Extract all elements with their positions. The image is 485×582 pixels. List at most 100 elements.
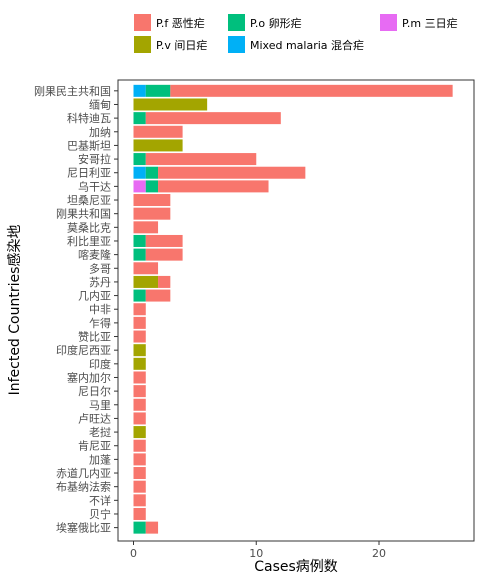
bars — [133, 84, 453, 534]
bar-segment — [145, 521, 159, 534]
bar-segment — [133, 467, 146, 480]
bar-segment — [133, 426, 146, 439]
bar-segment — [133, 507, 146, 520]
y-tick-label: 刚果民主共和国 — [34, 85, 111, 98]
y-tick-label: 缅甸 — [89, 97, 111, 111]
bar-segment — [133, 453, 146, 466]
bar-segment — [158, 166, 306, 179]
bar-segment — [133, 398, 146, 411]
bar-segment — [133, 98, 208, 111]
bar-segment — [133, 385, 146, 398]
bar-segment — [133, 84, 146, 97]
x-tick-label: 20 — [372, 547, 386, 560]
bar-segment — [145, 180, 159, 193]
y-axis: 刚果民主共和国缅甸科特迪瓦加纳巴基斯坦安哥拉尼日利亚乌干达坦桑尼亚刚果共和国莫桑… — [34, 85, 118, 535]
y-tick-label: 几内亚 — [78, 289, 111, 303]
bar-segment — [133, 194, 171, 207]
legend-label: Mixed malaria 混合疟 — [250, 38, 364, 52]
y-tick-label: 安哥拉 — [78, 152, 111, 166]
bar-segment — [158, 180, 269, 193]
x-tick-label: 10 — [249, 547, 263, 560]
legend-swatch — [228, 14, 245, 31]
y-axis-title: Infected Countries感染地 — [6, 225, 23, 396]
x-tick-label: 0 — [130, 547, 137, 560]
y-tick-label: 苏丹 — [89, 276, 111, 289]
y-tick-label: 赞比亚 — [78, 331, 111, 344]
legend-label: P.v 间日疟 — [156, 38, 207, 52]
bar-segment — [133, 480, 146, 493]
bar-segment — [133, 521, 146, 534]
legend: P.f 恶性疟 P.v 间日疟 P.o 卵形疟 Mixed malaria 混合疟 P.… — [134, 14, 458, 53]
y-tick-label: 布基纳法索 — [56, 480, 111, 494]
bar-segment — [133, 207, 171, 220]
y-tick-label: 多哥 — [89, 261, 111, 275]
bar-segment — [133, 344, 146, 357]
y-tick-label: 科特迪瓦 — [67, 111, 111, 125]
bar-segment — [133, 316, 146, 329]
bar-segment — [145, 289, 171, 302]
legend-swatch — [228, 36, 245, 53]
legend-label: P.o 卵形疟 — [250, 16, 302, 30]
bar-segment — [133, 153, 146, 166]
y-tick-label: 塞内加尔 — [67, 370, 111, 384]
bar-segment — [170, 84, 453, 97]
y-tick-label: 肯尼亚 — [78, 440, 111, 453]
bar-segment — [145, 248, 183, 261]
legend-swatch — [134, 14, 151, 31]
y-tick-label: 赤道几内亚 — [56, 466, 111, 480]
y-tick-label: 埃塞俄比亚 — [56, 521, 111, 535]
y-tick-label: 刚果共和国 — [56, 208, 111, 221]
bar-segment — [145, 234, 183, 247]
bar-segment — [133, 330, 146, 343]
legend-swatch — [134, 36, 151, 53]
bar-segment — [133, 180, 146, 193]
y-tick-label: 乍得 — [89, 316, 111, 330]
y-tick-label: 坦桑尼亚 — [67, 193, 111, 207]
y-tick-label: 不详 — [89, 493, 111, 507]
bar-segment — [133, 139, 183, 152]
bar-segment — [133, 357, 146, 370]
legend-label: P.m 三日疟 — [402, 16, 458, 30]
bar-segment — [133, 412, 146, 425]
bar-segment — [133, 248, 146, 261]
y-tick-label: 利比里亚 — [67, 235, 111, 248]
x-axis-title: Cases病例数 — [254, 559, 338, 575]
y-tick-label: 尼日利亚 — [67, 167, 111, 180]
y-tick-label: 马里 — [89, 399, 111, 412]
y-tick-label: 巴基斯坦 — [67, 138, 111, 152]
y-tick-label: 印度 — [89, 357, 111, 371]
bar-segment — [145, 153, 257, 166]
y-tick-label: 卢旺达 — [78, 412, 111, 425]
bar-segment — [133, 166, 146, 179]
bar-segment — [133, 371, 146, 384]
y-tick-label: 乌干达 — [78, 179, 111, 193]
bar-segment — [133, 221, 159, 234]
y-tick-label: 莫桑比克 — [67, 221, 111, 234]
y-tick-label: 尼日尔 — [78, 385, 111, 398]
y-tick-label: 印度尼西亚 — [56, 343, 111, 357]
legend-label: P.f 恶性疟 — [156, 16, 205, 30]
plot-panel — [117, 79, 475, 542]
y-tick-label: 中非 — [89, 303, 111, 316]
bar-segment — [133, 112, 146, 125]
y-tick-label: 加蓬 — [89, 453, 111, 466]
bar-segment — [133, 289, 146, 302]
bar-segment — [133, 275, 159, 288]
y-tick-label: 贝宁 — [89, 507, 111, 521]
bar-segment — [158, 275, 171, 288]
bar-segment — [133, 262, 159, 275]
y-tick-label: 喀麦隆 — [78, 248, 111, 262]
x-axis: 0 10 20 — [130, 541, 386, 560]
y-tick-label: 老挝 — [89, 425, 111, 439]
bar-segment — [145, 166, 159, 179]
bar-segment — [133, 125, 183, 138]
bar-segment — [133, 439, 146, 452]
bar-segment — [133, 234, 146, 247]
legend-swatch — [380, 14, 397, 31]
bar-segment — [145, 112, 281, 125]
y-tick-label: 加纳 — [89, 126, 111, 139]
bar-segment — [145, 84, 171, 97]
bar-segment — [133, 303, 146, 316]
bar-segment — [133, 494, 146, 507]
